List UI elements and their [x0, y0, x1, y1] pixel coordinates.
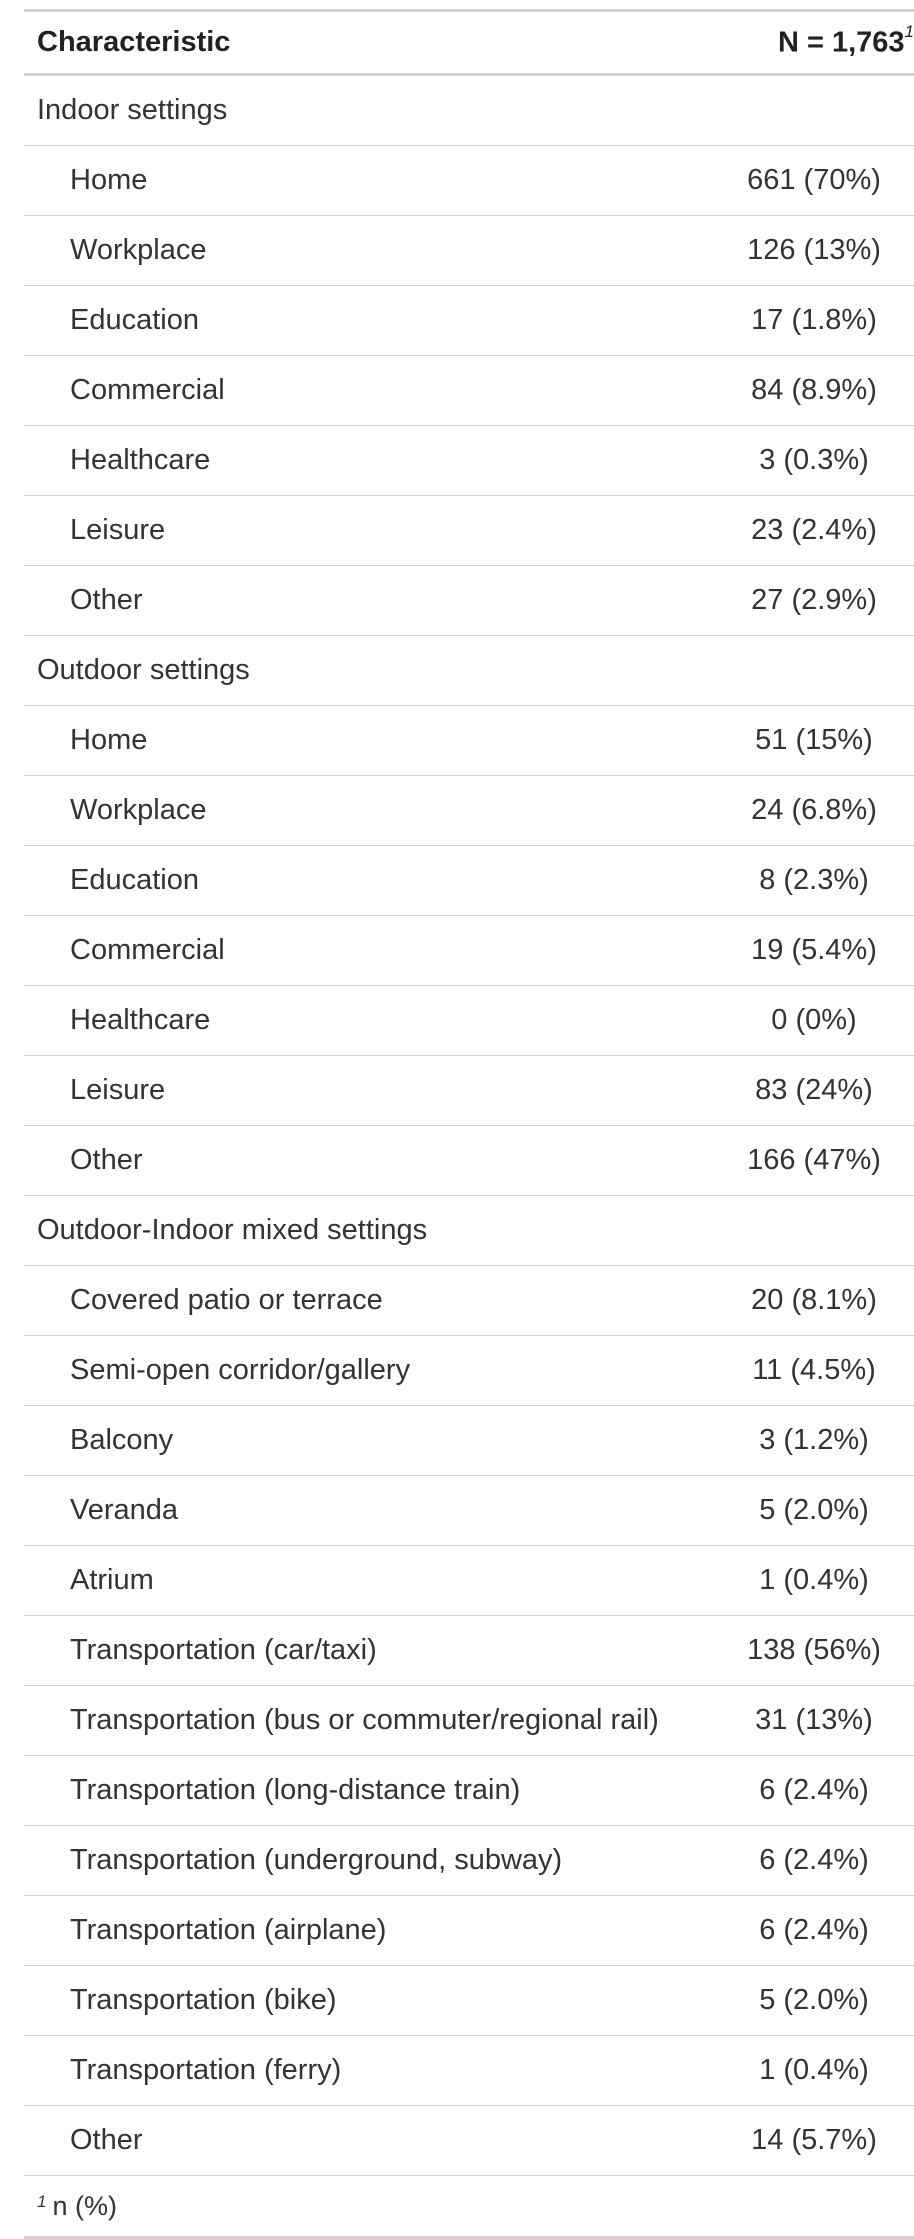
row-label: Other	[70, 1144, 143, 1176]
table-row: Other 14 (5.7%)	[24, 2106, 914, 2176]
table-row: Workplace 24 (6.8%)	[24, 776, 914, 846]
table-row: Other 27 (2.9%)	[24, 566, 914, 636]
row-value: 14 (5.7%)	[751, 2124, 877, 2156]
row-value: 6 (2.4%)	[759, 1774, 869, 1806]
table-row: Other 166 (47%)	[24, 1126, 914, 1196]
row-label: Home	[70, 164, 148, 196]
row-value: 23 (2.4%)	[751, 514, 877, 546]
table-row: Healthcare 0 (0%)	[24, 986, 914, 1056]
row-label: Commercial	[70, 374, 225, 406]
table-row: Transportation (bike) 5 (2.0%)	[24, 1966, 914, 2036]
table-row: Balcony 3 (1.2%)	[24, 1406, 914, 1476]
row-value: 19 (5.4%)	[751, 934, 877, 966]
row-value: 1 (0.4%)	[759, 1564, 869, 1596]
group-label: Indoor settings	[37, 94, 228, 126]
table-row: Transportation (car/taxi) 138 (56%)	[24, 1616, 914, 1686]
row-value: 3 (0.3%)	[759, 444, 869, 476]
table-row: Transportation (long-distance train) 6 (2…	[24, 1756, 914, 1826]
row-value: 84 (8.9%)	[751, 374, 877, 406]
row-label: Healthcare	[70, 444, 211, 476]
row-value: 24 (6.8%)	[751, 794, 877, 826]
header-n-total-text: N = 1,763	[777, 26, 905, 59]
row-value: 661 (70%)	[747, 164, 881, 196]
row-label: Workplace	[70, 234, 207, 266]
table-row: Transportation (bus or commuter/regional…	[24, 1686, 914, 1756]
row-value: 3 (1.2%)	[759, 1424, 869, 1456]
row-value: 20 (8.1%)	[751, 1284, 877, 1316]
table-row: Home 661 (70%)	[24, 146, 914, 216]
table-row: Transportation (airplane) 6 (2.4%)	[24, 1896, 914, 1966]
table-row: Covered patio or terrace 20 (8.1%)	[24, 1266, 914, 1336]
row-value: 83 (24%)	[755, 1074, 873, 1106]
group-row: Indoor settings	[24, 76, 914, 146]
row-value: 51 (15%)	[755, 724, 873, 756]
table-row: Atrium 1 (0.4%)	[24, 1546, 914, 1616]
table-body: Indoor settings Home 661 (70%) Workplace 126…	[24, 76, 914, 2176]
table-row: Transportation (underground, subway) 6 (2…	[24, 1826, 914, 1896]
row-value: 166 (47%)	[747, 1144, 881, 1176]
table-row: Leisure 83 (24%)	[24, 1056, 914, 1126]
table-row: Home 51 (15%)	[24, 706, 914, 776]
table-row: Semi-open corridor/gallery 11 (4.5%)	[24, 1336, 914, 1406]
row-label: Leisure	[70, 514, 166, 546]
table-header-row: Characteristic N = 1,7631	[24, 12, 914, 76]
row-label: Balcony	[70, 1424, 174, 1456]
row-label: Semi-open corridor/gallery	[70, 1354, 411, 1386]
summary-table: Characteristic N = 1,7631 Indoor setting…	[24, 9, 914, 2239]
row-value: 27 (2.9%)	[751, 584, 877, 616]
header-characteristic: Characteristic	[37, 26, 231, 58]
row-value: 8 (2.3%)	[759, 864, 869, 896]
row-label: Commercial	[70, 934, 225, 966]
table-row: Healthcare 3 (0.3%)	[24, 426, 914, 496]
row-label: Workplace	[70, 794, 207, 826]
table-footnote: 1 n (%)	[24, 2176, 914, 2239]
group-label: Outdoor settings	[37, 654, 250, 686]
table-row: Leisure 23 (2.4%)	[24, 496, 914, 566]
footnote-mark: 1	[37, 2192, 47, 2211]
row-label: Home	[70, 724, 148, 756]
group-label: Outdoor-Indoor mixed settings	[37, 1214, 428, 1246]
row-label: Other	[70, 584, 143, 616]
row-value: 138 (56%)	[747, 1634, 881, 1666]
row-value: 5 (2.0%)	[759, 1984, 869, 2016]
row-value: 6 (2.4%)	[759, 1844, 869, 1876]
table-row: Education 17 (1.8%)	[24, 286, 914, 356]
row-value: 0 (0%)	[771, 1004, 857, 1036]
table-row: Transportation (ferry) 1 (0.4%)	[24, 2036, 914, 2106]
row-label: Transportation (bike)	[70, 1984, 337, 2016]
group-row: Outdoor settings	[24, 636, 914, 706]
group-row: Outdoor-Indoor mixed settings	[24, 1196, 914, 1266]
row-value: 6 (2.4%)	[759, 1914, 869, 1946]
row-label: Transportation (ferry)	[70, 2054, 342, 2086]
row-label: Leisure	[70, 1074, 166, 1106]
header-n-total: N = 1,7631	[714, 22, 914, 60]
row-label: Transportation (bus or commuter/regional…	[70, 1704, 659, 1736]
row-label: Transportation (airplane)	[70, 1914, 387, 1946]
row-label: Other	[70, 2124, 143, 2156]
row-value: 5 (2.0%)	[759, 1494, 869, 1526]
row-label: Transportation (car/taxi)	[70, 1634, 377, 1666]
row-value: 1 (0.4%)	[759, 2054, 869, 2086]
row-label: Covered patio or terrace	[70, 1284, 383, 1316]
row-value: 126 (13%)	[747, 234, 881, 266]
row-value: 31 (13%)	[755, 1704, 873, 1736]
table-row: Commercial 19 (5.4%)	[24, 916, 914, 986]
row-label: Healthcare	[70, 1004, 211, 1036]
row-label: Veranda	[70, 1494, 179, 1526]
row-label: Education	[70, 304, 199, 336]
table-row: Workplace 126 (13%)	[24, 216, 914, 286]
row-value: 11 (4.5%)	[752, 1354, 876, 1386]
row-label: Transportation (long-distance train)	[70, 1774, 521, 1806]
row-label: Education	[70, 864, 199, 896]
table-row: Commercial 84 (8.9%)	[24, 356, 914, 426]
row-value: 17 (1.8%)	[751, 304, 877, 336]
footnote-text: n (%)	[52, 2190, 117, 2221]
table-row: Veranda 5 (2.0%)	[24, 1476, 914, 1546]
row-label: Transportation (underground, subway)	[70, 1844, 563, 1876]
table-row: Education 8 (2.3%)	[24, 846, 914, 916]
header-footnote-mark: 1	[904, 21, 914, 41]
row-label: Atrium	[70, 1564, 154, 1596]
